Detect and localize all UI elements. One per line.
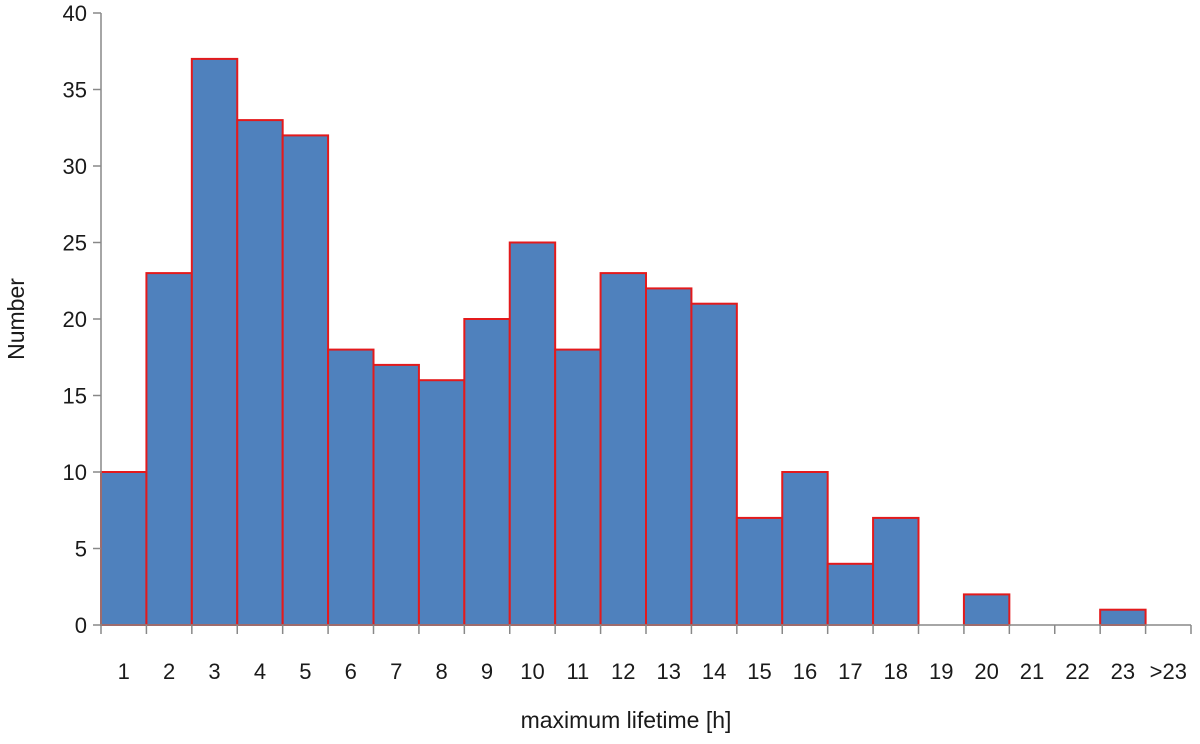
- bar-3: [190, 57, 239, 626]
- bar-8: [417, 379, 466, 627]
- y-tick-label: 20: [63, 307, 87, 332]
- bar-18: [872, 516, 920, 627]
- x-tick-label: 14: [702, 659, 726, 684]
- x-tick-label: 2: [163, 659, 175, 684]
- bar-11: [554, 348, 602, 626]
- x-tick-label: 7: [390, 659, 402, 684]
- bar-4: [236, 119, 284, 626]
- x-tick-label: 20: [974, 659, 998, 684]
- y-axis-title: Number: [3, 278, 29, 360]
- bar-16: [781, 471, 829, 626]
- bar-7: [372, 363, 420, 626]
- y-tick-label: 5: [75, 537, 87, 562]
- x-tick-label: 4: [254, 659, 266, 684]
- y-tick-label: 25: [63, 231, 87, 256]
- x-tick-label: 13: [656, 659, 680, 684]
- x-axis-title: maximum lifetime [h]: [521, 707, 732, 733]
- x-tick-label: 15: [747, 659, 771, 684]
- x-tick-label: >23: [1150, 659, 1187, 684]
- bar-15: [735, 516, 784, 627]
- x-tick-label: 16: [793, 659, 817, 684]
- x-tick-label: 8: [436, 659, 448, 684]
- x-tick-label: 12: [611, 659, 635, 684]
- bars-layer: [100, 57, 1147, 627]
- bar-10: [508, 241, 557, 626]
- x-tick-label: 1: [118, 659, 130, 684]
- bar-13: [645, 287, 693, 626]
- bar-1: [100, 471, 148, 626]
- bar-12: [599, 272, 648, 626]
- bar-6: [327, 348, 375, 626]
- x-tick-label: 11: [566, 659, 589, 684]
- bar-14: [690, 302, 738, 626]
- y-tick-label: 10: [63, 460, 87, 485]
- x-tick-label: 17: [838, 659, 862, 684]
- x-tick-label: 5: [299, 659, 311, 684]
- y-tick-label: 0: [75, 613, 87, 638]
- bar-5: [281, 134, 330, 626]
- x-tick-label: 23: [1111, 659, 1135, 684]
- x-tick-label: 6: [345, 659, 357, 684]
- y-ticks: 0 5 10 15 20 25 30 35 40: [63, 1, 101, 638]
- y-tick-label: 30: [63, 154, 87, 179]
- x-tick-label: 18: [884, 659, 908, 684]
- bar-23: [1099, 608, 1147, 627]
- x-tick-label: 21: [1020, 659, 1044, 684]
- x-tick-label: 19: [929, 659, 953, 684]
- y-tick-label: 35: [63, 78, 87, 103]
- y-tick-label: 15: [63, 384, 87, 409]
- x-tick-label: 22: [1065, 659, 1089, 684]
- bar-20: [962, 593, 1011, 627]
- bar-2: [145, 272, 193, 626]
- x-ticks: 1 2 3 4 5 6 7 8 9 10 11 12 13 14 15 16 17 18 19 20 21 22 23 >23: [100, 625, 1192, 684]
- bar-17: [826, 562, 875, 626]
- y-tick-label: 40: [63, 1, 87, 26]
- bar-9: [463, 318, 511, 626]
- x-tick-label: 9: [481, 659, 493, 684]
- x-tick-label: 3: [208, 659, 220, 684]
- x-tick-label: 10: [520, 659, 544, 684]
